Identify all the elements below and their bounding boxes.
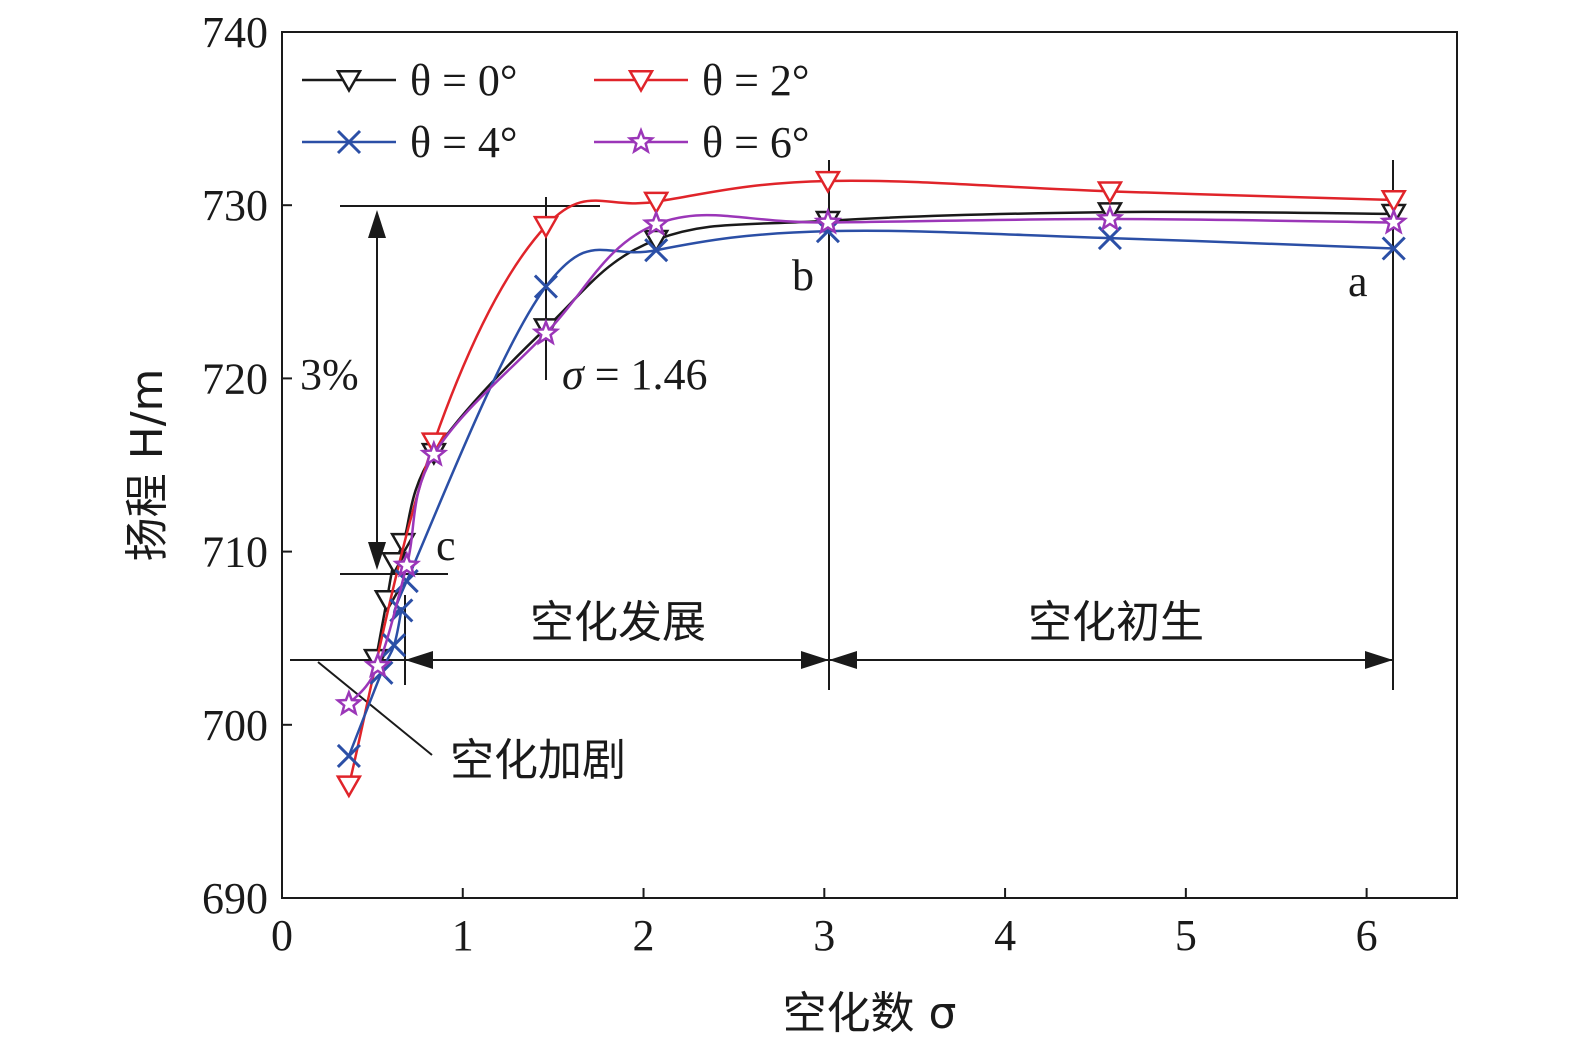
arrow-inc-left — [829, 651, 857, 669]
legend-item: θ = 4° — [302, 118, 518, 167]
y-tick-label: 720 — [202, 354, 268, 403]
arrow-inc-right — [1365, 651, 1393, 669]
data-point — [641, 209, 671, 237]
data-point — [1379, 207, 1409, 235]
data-point — [334, 688, 364, 717]
legend-marker — [335, 69, 363, 93]
y-axis-title: 扬程 H/m — [122, 369, 173, 562]
legend-marker — [336, 129, 362, 155]
data-point — [1381, 236, 1406, 261]
bracket-arrow-down — [368, 542, 386, 570]
data-point — [392, 550, 422, 578]
series-0 — [362, 202, 1407, 672]
legend: θ = 0° θ = 2° θ = 4° θ = 6° — [302, 56, 810, 167]
x-tick-label: 3 — [813, 911, 835, 960]
data-point — [335, 775, 363, 799]
percent-label: 3% — [300, 350, 359, 399]
series-line — [347, 213, 1394, 705]
x-tick-label: 6 — [1356, 911, 1378, 960]
y-tick-label: 700 — [202, 701, 268, 750]
series-3 — [334, 204, 1409, 717]
label-point-b: b — [792, 251, 814, 300]
arrow-dev-left — [405, 651, 433, 669]
legend-label: θ = 6° — [702, 118, 810, 167]
x-axis-title: 空化数 σ — [783, 988, 957, 1039]
data-point — [643, 229, 670, 253]
legend-item: θ = 0° — [302, 56, 518, 105]
x-tick-label: 2 — [633, 911, 655, 960]
data-point — [419, 439, 449, 467]
legend-item: θ = 6° — [594, 118, 810, 167]
x-tick-label: 4 — [994, 911, 1016, 960]
y-tick-label: 730 — [202, 181, 268, 230]
data-point — [643, 191, 670, 215]
x-tick-label: 1 — [452, 911, 474, 960]
plot-frame — [281, 31, 1458, 899]
data-point — [1095, 204, 1125, 232]
data-point — [813, 207, 843, 235]
y-tick-label: 690 — [202, 874, 268, 923]
legend-label: θ = 4° — [410, 118, 518, 167]
legend-marker — [627, 69, 655, 93]
arrow-dev-right — [801, 651, 829, 669]
label-region-inception: 空化初生 — [1028, 597, 1204, 648]
series-line — [347, 229, 1394, 757]
label-region-development: 空化发展 — [530, 597, 706, 648]
legend-marker — [626, 126, 656, 155]
series-layer — [334, 170, 1409, 799]
series-line — [374, 210, 1394, 660]
y-tick-label: 740 — [202, 8, 268, 57]
data-point — [533, 274, 558, 299]
data-point — [644, 238, 669, 263]
label-region-intensify: 空化加剧 — [450, 735, 626, 786]
data-point — [1096, 181, 1124, 205]
data-point — [814, 170, 842, 194]
annotations: 3% σ = 1.46 空化发展 空化初生 空化加剧 a b c — [290, 160, 1394, 786]
legend-label: θ = 2° — [702, 56, 810, 105]
axes: 0 1 2 3 4 5 6 690 700 710 720 730 740 空化数 σ 扬程 H/m — [122, 8, 1378, 1039]
data-point — [531, 318, 561, 346]
series-1 — [335, 170, 1407, 799]
data-point — [336, 743, 361, 769]
legend-label: θ = 0° — [410, 56, 518, 105]
x-tick-label: 0 — [271, 911, 293, 960]
data-point — [532, 215, 560, 239]
y-tick-label: 710 — [202, 528, 268, 577]
x-tick-label: 5 — [1175, 911, 1197, 960]
data-point — [1097, 226, 1122, 251]
bracket-arrow-up — [368, 210, 386, 238]
data-point — [1380, 189, 1407, 213]
data-point — [815, 219, 840, 244]
series-line — [347, 179, 1394, 786]
label-point-c: c — [436, 521, 456, 570]
intensify-leader — [317, 661, 433, 756]
sigma-146-label: σ = 1.46 — [562, 350, 708, 399]
label-point-a: a — [1348, 257, 1368, 306]
series-2 — [336, 219, 1406, 769]
legend-item: θ = 2° — [594, 56, 810, 105]
data-point — [363, 650, 393, 679]
